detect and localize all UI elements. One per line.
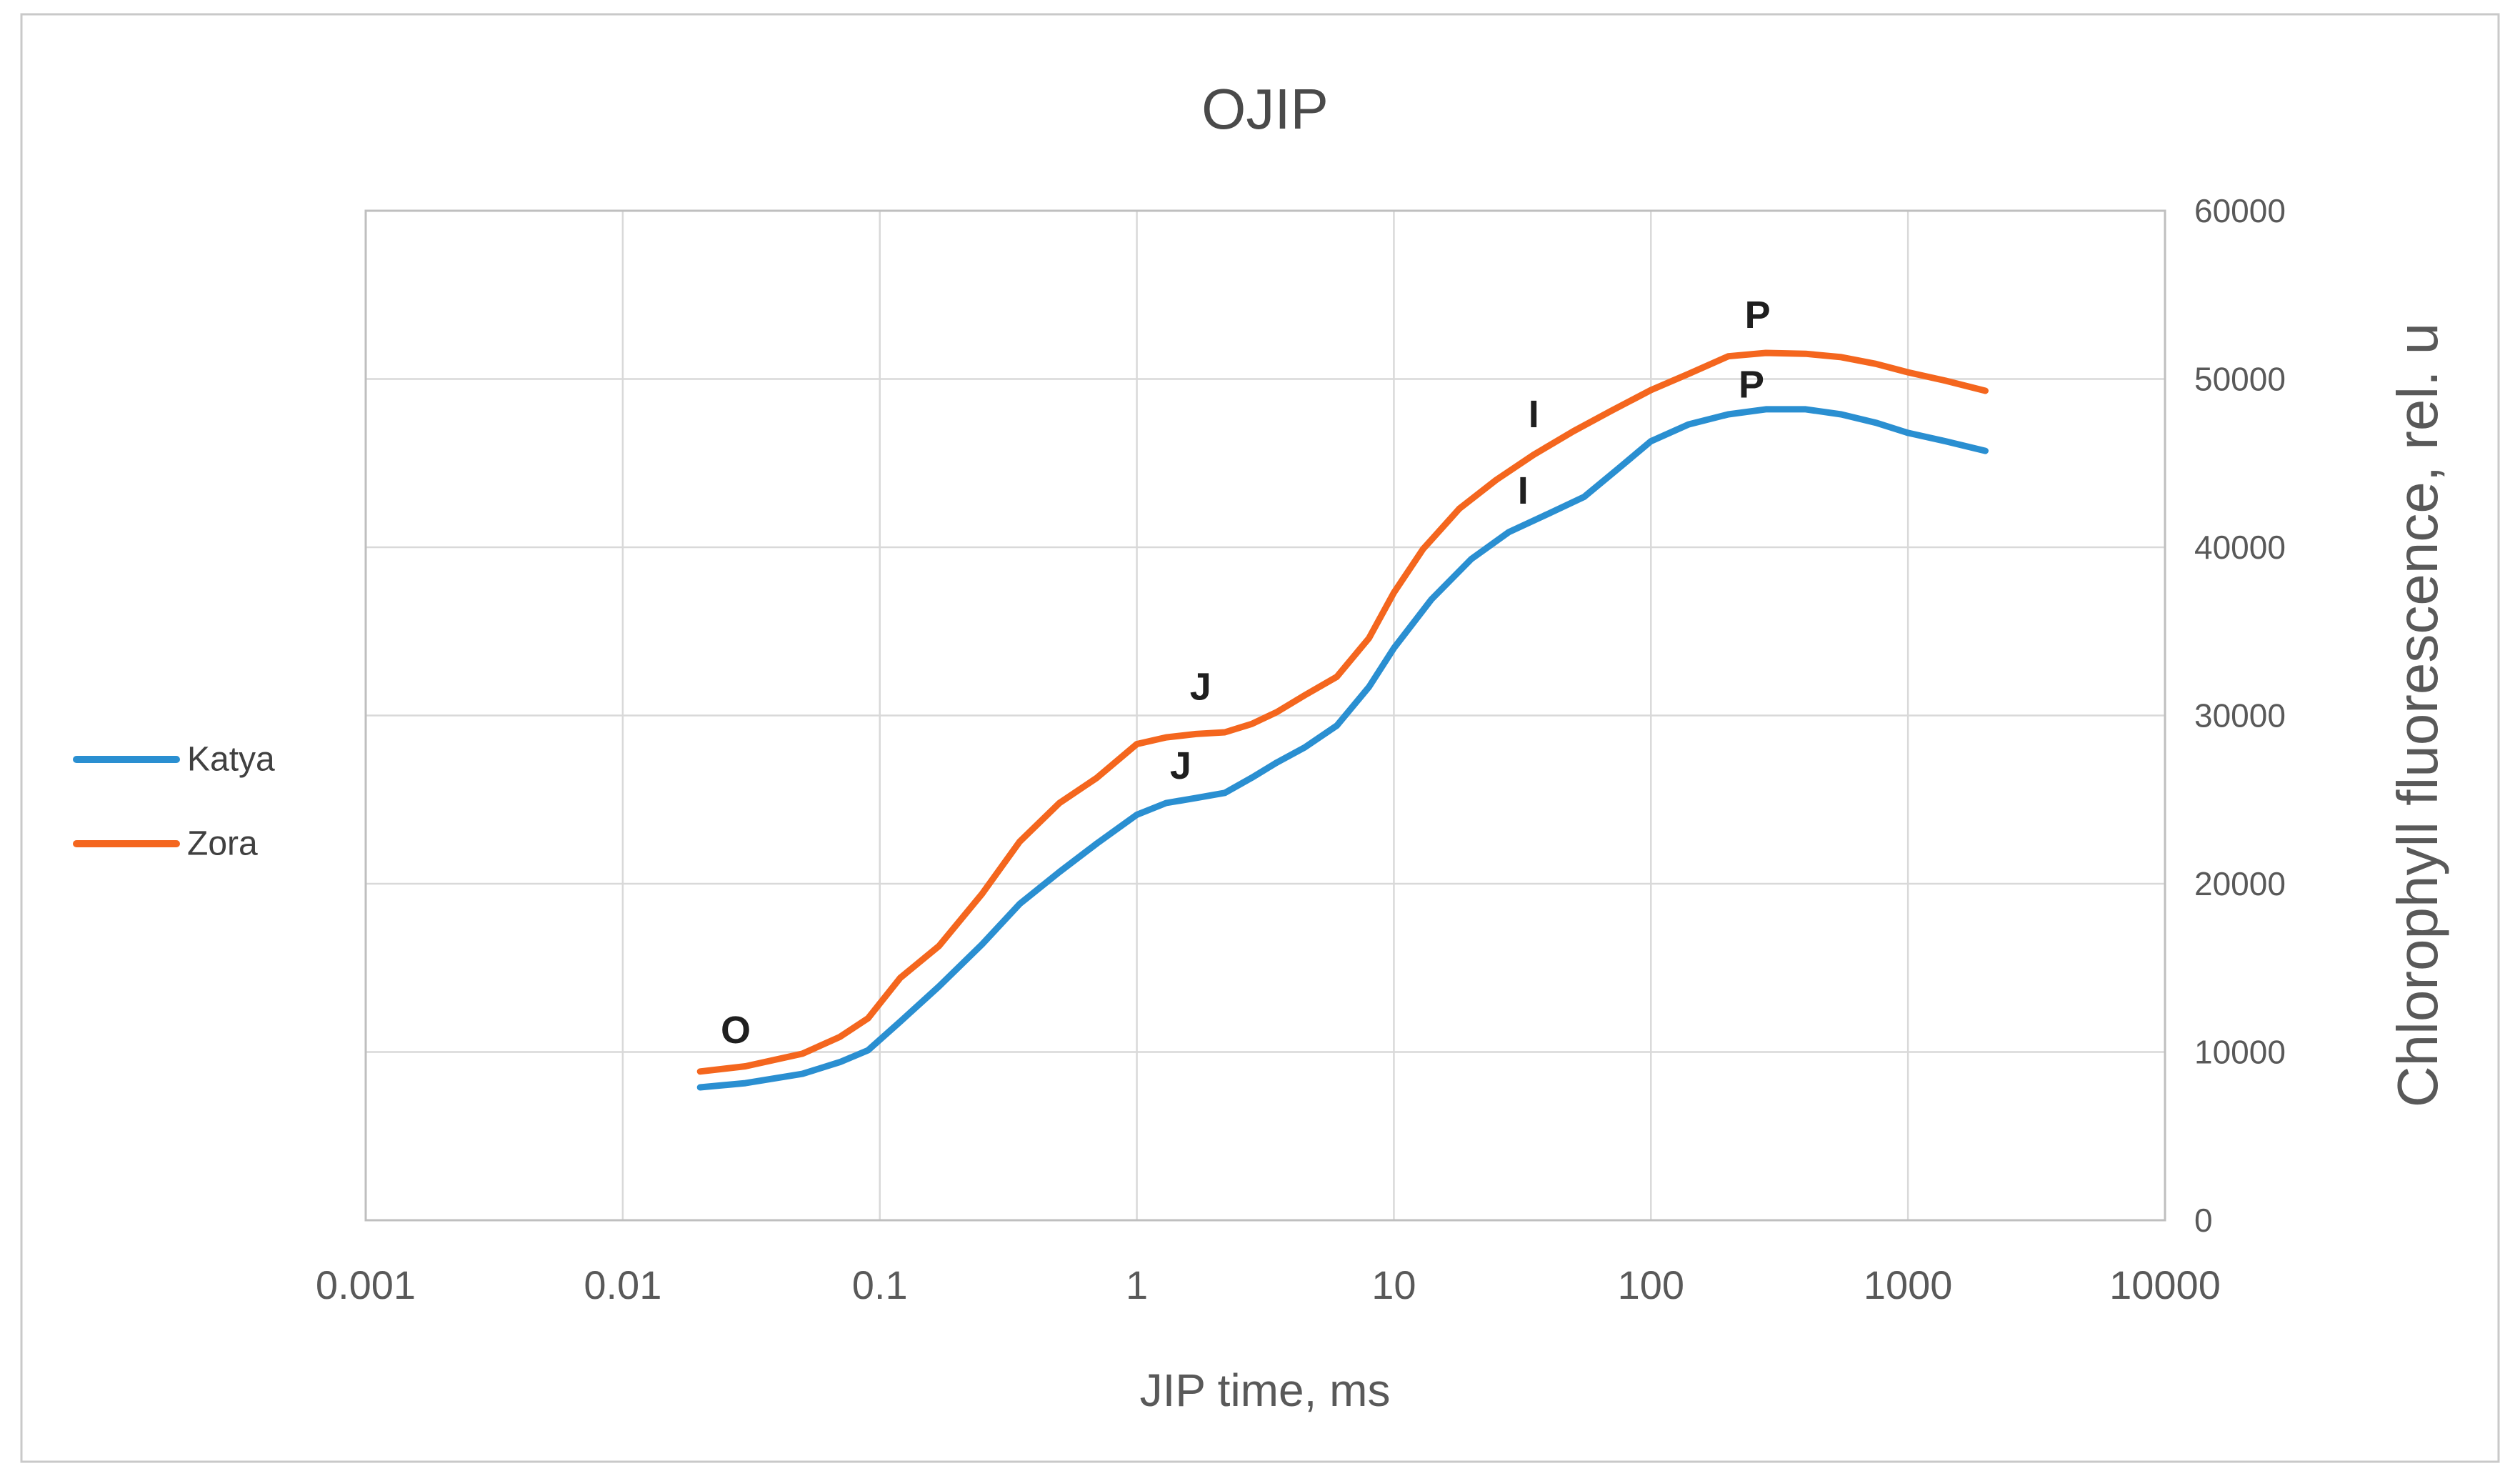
tick-layer: 0.001 0.01 0.1 1 10 100 1000 10000 0 10000 20000 30… [316, 192, 2286, 1307]
y-tick-label: 40000 [2194, 529, 2286, 566]
y-tick-label: 60000 [2194, 192, 2286, 229]
chart-title: OJIP [1201, 77, 1329, 141]
annotation-I: I [1518, 469, 1529, 512]
annotation-I: I [1529, 393, 1539, 436]
series-line-zora [696, 349, 1989, 1075]
y-axis-title: Chlorophyll fluorescence, rel. u [2386, 323, 2449, 1107]
x-tick-label: 0.1 [852, 1262, 908, 1307]
y-tick-label: 0 [2194, 1202, 2213, 1239]
legend-item-katya: Katya [73, 741, 275, 779]
annotation-O: O [721, 1009, 751, 1052]
x-tick-label: 100 [1618, 1262, 1684, 1307]
x-tick-label: 10 [1371, 1262, 1416, 1307]
x-tick-label: 1000 [1864, 1262, 1953, 1307]
annotation-layer: O JJ II PP [721, 294, 1771, 1052]
y-tick-label: 10000 [2194, 1034, 2286, 1071]
legend-label: Katya [187, 741, 275, 779]
y-tick-label: 30000 [2194, 697, 2286, 734]
x-tick-label: 0.001 [316, 1262, 416, 1307]
y-tick-label: 20000 [2194, 865, 2286, 902]
legend: Katya Zora [73, 741, 275, 863]
y-tick-label: 50000 [2194, 361, 2286, 398]
annotation-J: J [1190, 665, 1211, 708]
legend-item-zora: Zora [73, 825, 258, 863]
figure-border [20, 13, 2500, 1463]
legend-label: Zora [187, 825, 258, 863]
x-tick-label: 10000 [2109, 1262, 2221, 1307]
series-line-katya [696, 406, 1989, 1091]
annotation-P: P [1745, 294, 1771, 336]
grid-layer [364, 209, 2166, 1222]
x-tick-label: 0.01 [584, 1262, 661, 1307]
annotation-P: P [1739, 364, 1764, 407]
plot-area [364, 209, 2166, 1222]
x-axis-title: JIP time, ms [1140, 1365, 1391, 1416]
annotation-J: J [1170, 744, 1191, 787]
x-tick-label: 1 [1126, 1262, 1148, 1307]
series-layer [696, 349, 1989, 1091]
